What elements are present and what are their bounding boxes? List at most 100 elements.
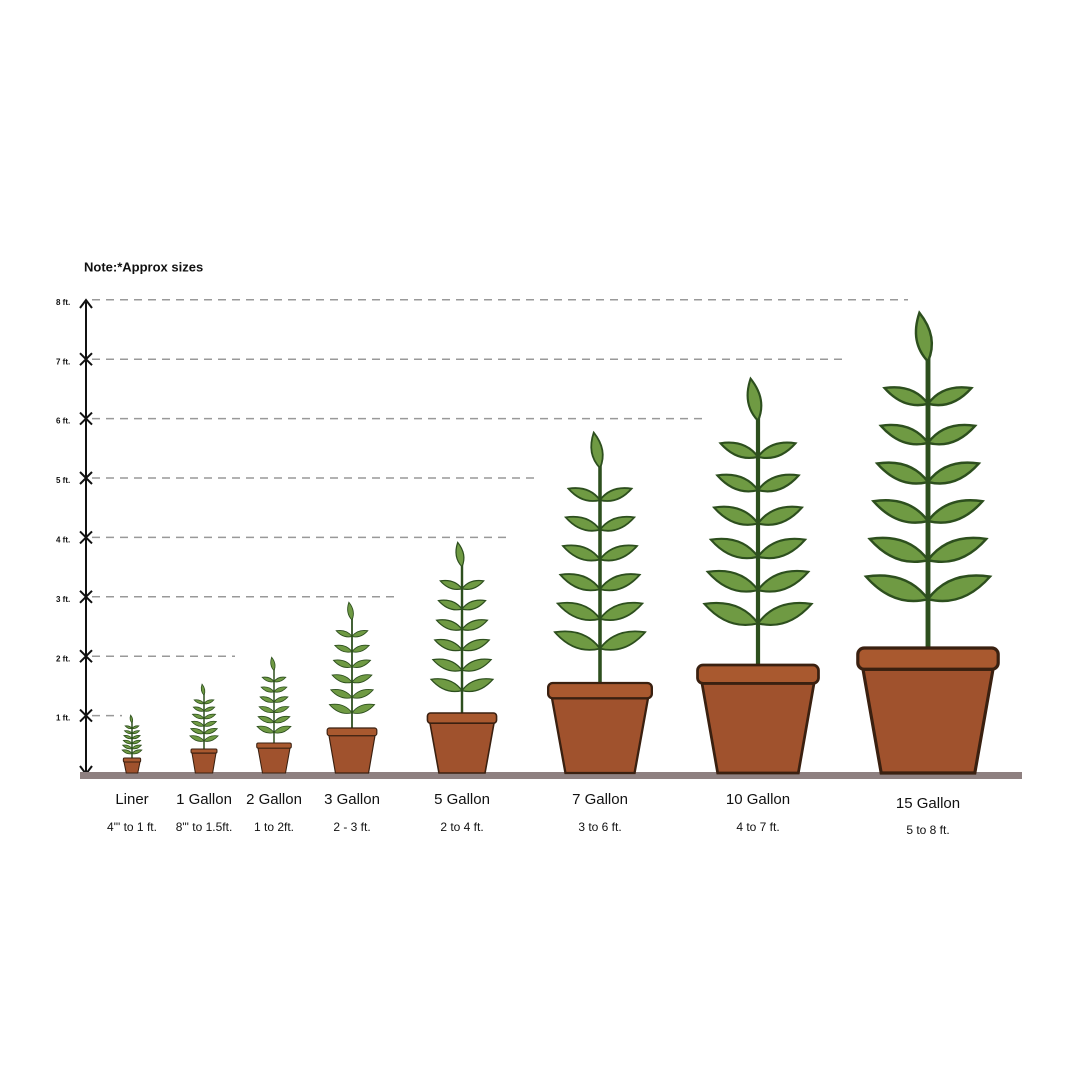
leaf	[131, 739, 142, 745]
tick-cross	[79, 530, 93, 545]
leaf	[561, 544, 602, 562]
leaf	[925, 386, 974, 407]
leaf	[460, 579, 485, 590]
pot-rim	[426, 712, 498, 724]
note: Note:*Approx sizes	[84, 259, 203, 274]
leaf	[756, 537, 808, 560]
leaf	[347, 601, 354, 621]
leaf	[260, 686, 275, 693]
leaf	[129, 714, 134, 724]
leaf	[256, 725, 275, 734]
leaf	[925, 536, 989, 564]
leaf	[332, 659, 353, 668]
leaf	[702, 601, 760, 626]
ground	[80, 772, 1022, 779]
plant	[696, 376, 820, 775]
plant	[121, 714, 143, 774]
plant	[256, 656, 292, 774]
leaf	[257, 715, 275, 724]
pot-body	[191, 752, 217, 774]
pot-body	[550, 697, 650, 775]
leaf	[328, 703, 353, 714]
leaf	[131, 735, 141, 740]
leaf	[590, 430, 604, 470]
leaf	[131, 749, 143, 755]
tick-cross	[79, 352, 93, 366]
scale-label: 8 ft.	[56, 298, 70, 307]
leaf	[273, 676, 287, 683]
leaf	[553, 630, 602, 651]
leaf	[882, 386, 931, 407]
pot-rim	[696, 663, 820, 685]
leaf	[598, 515, 637, 532]
leaf	[273, 715, 291, 724]
pot-body	[257, 747, 291, 774]
size-name: Liner	[115, 791, 148, 808]
scale-label: 6 ft.	[56, 417, 70, 426]
leaf	[871, 499, 931, 524]
leaf	[925, 574, 993, 603]
leaf	[124, 725, 133, 730]
size-range: 1 to 2ft.	[254, 820, 294, 834]
leaf	[437, 599, 464, 611]
leaf	[203, 720, 218, 727]
tick-cross	[79, 649, 93, 663]
leaf	[200, 683, 206, 696]
leaf	[203, 699, 215, 705]
leaf	[712, 505, 760, 526]
scale-label: 5 ft.	[56, 476, 70, 485]
size-range: 4"' to 1 ft.	[107, 820, 157, 834]
leaf	[867, 536, 931, 564]
leaf	[878, 423, 931, 446]
leaf	[433, 638, 464, 652]
leaf	[273, 706, 290, 714]
leaf	[123, 730, 133, 735]
leaf	[460, 638, 491, 652]
scale-label: 7 ft.	[56, 357, 70, 366]
leaf	[191, 713, 205, 720]
size-range: 3 to 6 ft.	[578, 820, 621, 834]
leaf	[756, 601, 814, 626]
scale-label: 2 ft.	[56, 654, 70, 663]
leaf	[558, 573, 602, 592]
pot-rim	[190, 748, 218, 754]
leaf	[756, 441, 798, 460]
pot-rim	[122, 757, 142, 763]
leaf	[203, 706, 216, 712]
pot-rim	[547, 681, 653, 700]
leaf	[203, 735, 219, 742]
size-name: 10 Gallon	[726, 791, 790, 808]
leaf	[925, 461, 982, 485]
scale-label: 4 ft.	[56, 536, 70, 545]
tick-cross	[79, 590, 93, 604]
leaf	[351, 630, 369, 638]
size-name: 15 Gallon	[896, 795, 960, 812]
plant	[856, 310, 1000, 775]
leaf	[131, 730, 141, 735]
leaf	[273, 686, 288, 693]
tick-cross	[79, 708, 93, 723]
scale-label: 3 ft.	[56, 595, 70, 604]
leaf	[273, 696, 289, 703]
leaf	[460, 619, 489, 631]
plant	[547, 430, 653, 775]
size-range: 2 - 3 ft.	[333, 820, 370, 834]
leaf	[189, 735, 205, 742]
size-name: 7 Gallon	[572, 791, 628, 808]
leaf	[121, 749, 133, 755]
leaf	[863, 574, 931, 603]
leaf	[455, 541, 465, 568]
leaf	[756, 473, 801, 493]
pot-rim	[326, 727, 378, 737]
size-name: 1 Gallon	[176, 791, 232, 808]
leaf	[566, 487, 602, 502]
leaf	[131, 725, 140, 730]
leaf	[555, 601, 602, 621]
leaf	[598, 630, 647, 651]
leaf	[874, 461, 931, 485]
leaf	[598, 601, 645, 621]
leaf	[259, 696, 275, 703]
leaf	[351, 703, 376, 714]
leaf	[460, 658, 493, 672]
